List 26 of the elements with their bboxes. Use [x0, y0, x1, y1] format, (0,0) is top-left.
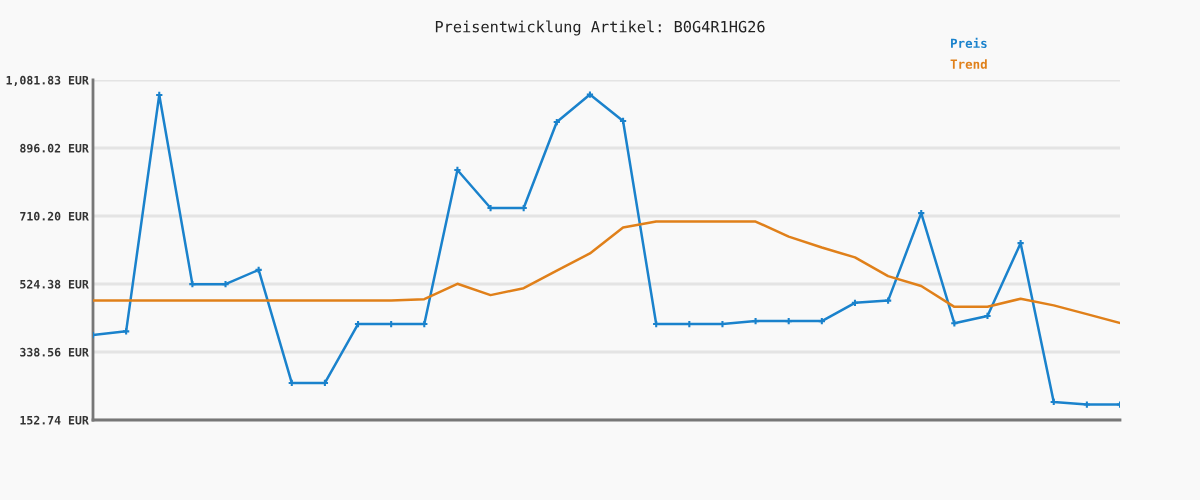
point: [619, 117, 627, 125]
point: [586, 91, 594, 98]
point: [189, 281, 196, 288]
text: Trend: [950, 59, 987, 69]
y-tick-label: 152.74 EUR: [20, 415, 89, 425]
point: [951, 320, 958, 327]
point: [255, 266, 262, 273]
y-tick-label: 1,081.83 EUR: [6, 75, 89, 86]
point: [752, 317, 759, 325]
y-tick-label: 524.38 EUR: [20, 279, 89, 289]
point: [884, 297, 892, 304]
line-series: [93, 220, 1120, 325]
point: [1083, 401, 1090, 408]
point: [818, 317, 825, 325]
y-tick-label: 896.02 EUR: [20, 143, 89, 153]
point: [984, 312, 991, 320]
text: Preis: [951, 37, 987, 48]
point: [553, 118, 560, 126]
point: [454, 166, 461, 174]
y-tick-label: 338.56 EUR: [20, 347, 89, 357]
point: [851, 299, 859, 306]
point: [785, 317, 792, 325]
point: [123, 328, 130, 335]
point: [222, 281, 229, 288]
chart-title: Preisentwicklung Artikel: B0G4R1HG26: [435, 20, 765, 36]
y-tick-label: 710.20 EUR: [20, 211, 89, 221]
